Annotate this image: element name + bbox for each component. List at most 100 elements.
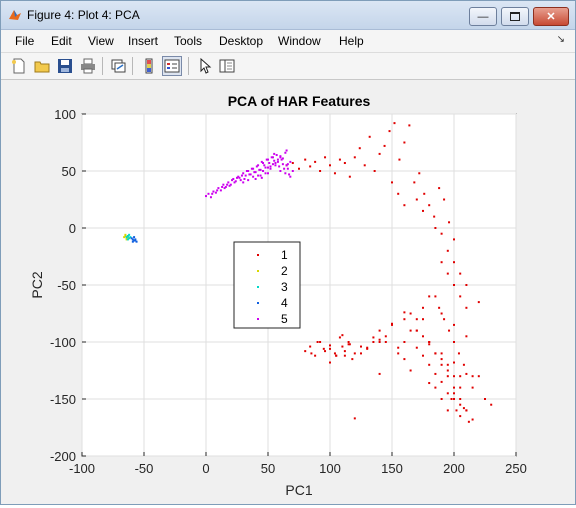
colorbar-button[interactable] xyxy=(139,56,159,76)
pca-scatter-plot[interactable]: -100 -50 0 50 100 150 200 250 100 50 0 -50 -100 -150 -… xyxy=(2,80,574,503)
data-point-class-1 xyxy=(453,361,455,364)
data-point-class-1 xyxy=(409,312,412,315)
print-button[interactable] xyxy=(78,56,98,76)
data-point-class-5 xyxy=(270,156,273,159)
y-tick-label: -100 xyxy=(50,335,76,350)
data-point-class-1 xyxy=(319,341,322,343)
data-point-class-1 xyxy=(459,403,462,406)
close-button[interactable]: ✕ xyxy=(533,7,569,26)
property-inspector-button[interactable] xyxy=(217,56,237,76)
data-point-class-5 xyxy=(289,175,292,178)
data-point-class-1 xyxy=(378,152,381,155)
pointer-button[interactable] xyxy=(195,56,215,76)
data-point-class-5 xyxy=(289,160,292,163)
data-point-class-4 xyxy=(135,240,138,243)
legend[interactable]: 1 2 3 4 5 xyxy=(233,241,301,329)
data-point-class-5 xyxy=(221,185,224,188)
menu-file[interactable]: File xyxy=(15,34,35,48)
data-point-class-1 xyxy=(358,147,361,150)
legend-button[interactable] xyxy=(162,56,182,76)
menu-desktop[interactable]: Desktop xyxy=(219,34,264,48)
data-point-class-1 xyxy=(409,329,412,332)
data-point-class-1 xyxy=(440,363,443,366)
data-point-class-5 xyxy=(227,181,230,184)
data-point-class-1 xyxy=(324,350,327,353)
data-point-class-1 xyxy=(338,336,341,339)
data-point-class-5 xyxy=(247,170,250,172)
menu-window[interactable]: Window xyxy=(278,34,321,48)
data-point-class-1 xyxy=(372,336,375,339)
data-point-class-1 xyxy=(422,318,424,321)
data-point-class-1 xyxy=(353,156,356,159)
menu-view[interactable]: View xyxy=(88,34,114,48)
data-point-class-1 xyxy=(309,165,312,168)
x-tick-label: 0 xyxy=(202,461,209,476)
data-point-class-1 xyxy=(438,187,441,190)
pointer-icon xyxy=(200,58,212,74)
data-point-class-5 xyxy=(267,158,269,161)
data-point-class-5 xyxy=(263,164,266,167)
data-point-class-1 xyxy=(378,372,381,375)
link-plot-button[interactable] xyxy=(108,56,128,76)
title-bar[interactable]: Figure 4: Plot 4: PCA — ✕ xyxy=(1,1,575,30)
data-point-class-3 xyxy=(126,238,129,241)
y-tick-label: -150 xyxy=(50,392,76,407)
menu-help[interactable]: Help xyxy=(339,34,364,48)
menu-edit[interactable]: Edit xyxy=(51,34,72,48)
data-point-class-1 xyxy=(462,363,465,366)
dock-arrow-icon[interactable]: ↘ xyxy=(556,34,565,45)
menu-insert[interactable]: Insert xyxy=(128,34,159,48)
data-point-class-1 xyxy=(384,335,387,338)
data-point-class-1 xyxy=(372,341,375,343)
data-point-class-1 xyxy=(465,335,468,338)
new-figure-button[interactable] xyxy=(9,56,29,76)
x-tick-label: 250 xyxy=(505,461,527,476)
data-point-class-1 xyxy=(397,192,400,195)
data-point-class-1 xyxy=(368,135,371,138)
data-point-class-5 xyxy=(279,156,282,159)
data-point-class-1 xyxy=(388,130,391,133)
data-point-class-5 xyxy=(254,177,257,180)
data-point-class-5 xyxy=(249,173,252,176)
menu-bar: File Edit View Insert Tools Desktop Wind… xyxy=(1,30,575,53)
data-point-class-1 xyxy=(353,352,356,355)
legend-marker xyxy=(257,286,259,288)
data-point-class-1 xyxy=(422,354,424,357)
menu-tools[interactable]: Tools xyxy=(174,34,203,48)
matlab-icon xyxy=(9,10,21,20)
data-point-class-5 xyxy=(278,165,281,168)
data-point-class-1 xyxy=(422,335,424,338)
data-point-class-1 xyxy=(333,172,336,175)
print-icon xyxy=(81,58,95,74)
data-point-class-1 xyxy=(351,358,354,361)
data-point-class-1 xyxy=(434,295,437,298)
data-point-class-5 xyxy=(280,158,283,161)
toolbar-separator xyxy=(102,57,103,75)
data-point-class-1 xyxy=(329,361,331,364)
data-point-class-1 xyxy=(453,238,455,241)
data-point-class-1 xyxy=(383,144,386,147)
data-point-class-1 xyxy=(373,170,376,172)
data-point-class-1 xyxy=(304,158,307,161)
data-point-class-5 xyxy=(211,192,214,195)
open-file-button[interactable] xyxy=(32,56,52,76)
data-point-class-1 xyxy=(453,261,455,264)
maximize-button[interactable] xyxy=(501,7,529,26)
data-point-class-1 xyxy=(418,172,421,175)
legend-marker xyxy=(257,254,259,256)
data-point-class-5 xyxy=(205,195,207,198)
data-point-class-1 xyxy=(348,343,351,346)
data-point-class-1 xyxy=(471,375,474,378)
data-point-class-5 xyxy=(283,167,286,170)
minimize-button[interactable]: — xyxy=(469,7,497,26)
data-point-class-1 xyxy=(467,420,470,423)
data-point-class-1 xyxy=(446,369,449,372)
data-point-class-5 xyxy=(281,157,284,160)
legend-marker xyxy=(257,318,259,320)
data-point-class-1 xyxy=(450,398,453,400)
data-point-class-1 xyxy=(422,209,424,212)
data-point-class-5 xyxy=(219,189,222,192)
save-button[interactable] xyxy=(55,56,75,76)
data-point-class-1 xyxy=(465,372,468,375)
property-inspector-icon xyxy=(219,59,235,73)
